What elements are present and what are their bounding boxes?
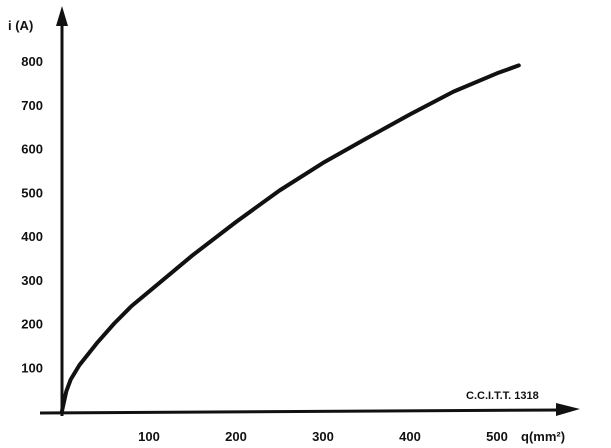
x-ticks: 100 200 300 400 500 xyxy=(138,429,508,444)
series-line xyxy=(60,63,521,413)
y-tick-label: 400 xyxy=(21,229,43,244)
y-ticks: 100 200 300 400 500 600 700 800 xyxy=(21,54,43,375)
x-tick-label: 500 xyxy=(486,429,508,444)
y-axis-label: i (A) xyxy=(8,18,33,33)
y-tick-label: 200 xyxy=(21,317,43,332)
x-axis-label: q(mm²) xyxy=(521,429,565,444)
y-axis-arrow xyxy=(56,6,68,26)
y-tick-label: 300 xyxy=(21,273,43,288)
x-axis: q(mm²) xyxy=(39,403,580,444)
y-tick-label: 500 xyxy=(21,185,43,200)
series xyxy=(60,63,521,413)
y-tick-label: 700 xyxy=(21,98,43,113)
x-axis-arrow xyxy=(556,403,580,416)
y-tick-label: 600 xyxy=(21,142,43,157)
x-axis-line xyxy=(39,408,563,415)
y-tick-label: 800 xyxy=(21,54,43,69)
y-tick-label: 100 xyxy=(21,360,43,375)
x-tick-label: 400 xyxy=(399,429,421,444)
x-tick-label: 100 xyxy=(138,429,160,444)
x-tick-label: 200 xyxy=(225,429,247,444)
y-axis: i (A) xyxy=(8,6,68,416)
source-annotation: C.C.I.T.T. 1318 xyxy=(466,390,539,402)
x-tick-label: 300 xyxy=(312,429,334,444)
